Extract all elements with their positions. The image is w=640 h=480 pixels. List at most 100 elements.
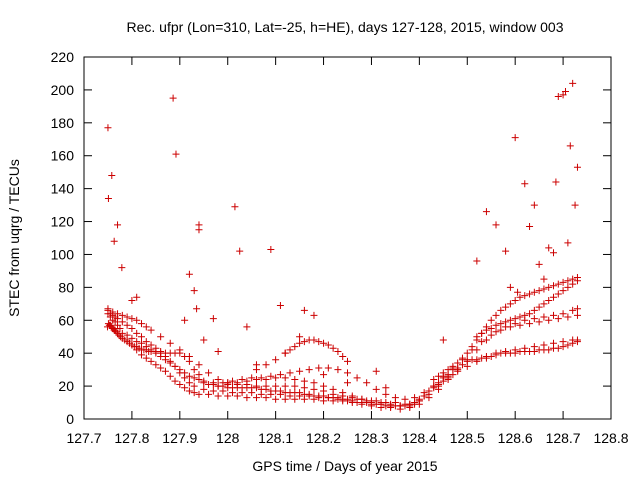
data-point — [267, 390, 275, 398]
data-point — [231, 203, 239, 211]
data-point — [195, 226, 203, 234]
data-point — [463, 362, 471, 370]
data-point — [449, 362, 457, 370]
data-point — [137, 339, 145, 347]
data-point — [439, 336, 447, 344]
data-point — [243, 323, 251, 331]
data-point — [324, 364, 332, 372]
data-point — [137, 320, 145, 328]
y-tick-label: 120 — [51, 214, 75, 230]
data-point — [195, 376, 203, 384]
data-point — [238, 389, 246, 397]
chart-title: Rec. ufpr (Lon=310, Lat=-25, h=HE), days… — [126, 19, 563, 35]
data-point — [296, 392, 304, 400]
data-point — [535, 303, 543, 311]
data-point — [344, 395, 351, 403]
data-point — [571, 201, 579, 209]
data-point — [391, 394, 399, 402]
data-point — [157, 364, 165, 372]
data-point — [559, 287, 567, 295]
data-point — [372, 385, 380, 393]
data-point — [276, 390, 284, 398]
data-point — [310, 311, 318, 319]
data-point — [104, 195, 112, 203]
y-tick-label: 40 — [58, 345, 74, 361]
data-point — [193, 305, 201, 313]
data-point — [276, 371, 284, 379]
data-point — [128, 325, 136, 332]
data-point — [569, 306, 577, 314]
data-point — [171, 377, 179, 385]
data-point — [243, 394, 251, 402]
data-point — [233, 392, 241, 400]
data-point — [540, 285, 548, 293]
data-point — [300, 384, 308, 392]
data-point — [550, 249, 558, 257]
data-point — [435, 382, 443, 390]
data-point — [530, 306, 538, 314]
data-point — [382, 384, 390, 392]
data-point — [110, 237, 118, 245]
data-point — [166, 372, 174, 380]
data-point — [382, 390, 390, 398]
data-point — [320, 371, 328, 379]
data-point — [569, 280, 577, 288]
x-tick-label: 128.5 — [450, 430, 485, 446]
data-point — [502, 303, 510, 311]
data-point — [229, 389, 237, 397]
x-tick-label: 128.3 — [354, 430, 389, 446]
data-point — [296, 333, 304, 341]
data-point — [554, 92, 562, 100]
data-point — [133, 329, 141, 337]
x-tick-label: 127.9 — [162, 430, 197, 446]
data-point — [123, 331, 131, 339]
data-point — [252, 394, 260, 402]
data-point — [137, 351, 145, 359]
data-point — [487, 325, 495, 332]
data-point — [157, 352, 165, 360]
data-point — [272, 382, 280, 390]
data-point — [564, 277, 572, 285]
y-tick-label: 200 — [51, 82, 75, 98]
data-point — [104, 124, 112, 132]
data-point — [252, 382, 260, 390]
data-point — [200, 377, 208, 385]
data-point — [478, 338, 486, 346]
data-point — [252, 361, 260, 369]
data-point — [545, 297, 553, 305]
data-point — [458, 354, 466, 362]
data-point — [171, 362, 179, 370]
data-point — [185, 270, 193, 278]
data-point — [310, 395, 318, 403]
x-tick-label: 128.6 — [498, 430, 533, 446]
data-point — [133, 338, 141, 346]
data-point — [545, 244, 553, 252]
data-point — [363, 379, 371, 387]
data-point — [157, 333, 165, 341]
data-point — [214, 382, 222, 390]
x-tick-label: 128.2 — [306, 430, 341, 446]
data-point — [112, 328, 120, 336]
data-point — [233, 379, 241, 387]
data-point — [564, 283, 572, 291]
data-point — [224, 392, 232, 400]
y-axis-label: STEC from uqrg / TECUs — [6, 159, 22, 317]
data-point — [161, 367, 169, 375]
data-point — [540, 341, 548, 349]
data-point — [315, 394, 323, 402]
data-point — [358, 395, 366, 403]
data-point — [190, 287, 198, 295]
data-point — [497, 326, 505, 334]
data-point — [195, 390, 203, 398]
data-point — [540, 275, 548, 283]
x-tick-label: 128.4 — [402, 430, 437, 446]
data-point — [181, 369, 189, 377]
data-point — [473, 257, 481, 265]
data-point — [444, 372, 452, 380]
data-point — [310, 336, 318, 344]
data-point — [137, 333, 145, 341]
data-point — [108, 171, 116, 179]
data-point — [147, 346, 155, 354]
data-point — [482, 326, 490, 334]
